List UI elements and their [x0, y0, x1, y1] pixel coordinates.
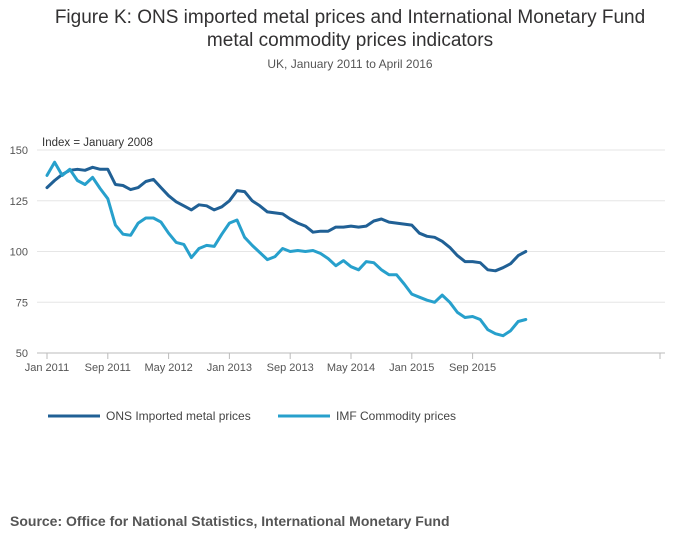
- chart-title-line-1: Figure K: ONS imported metal prices and …: [54, 7, 646, 28]
- series-line-imf-commodity-prices: [45, 160, 528, 338]
- legend-label: ONS Imported metal prices: [106, 409, 251, 423]
- grid-lines: [37, 149, 665, 303]
- y-tick-label: 75: [16, 297, 28, 309]
- y-tick-label: 150: [10, 145, 28, 157]
- chart-title-line-2: metal commodity prices indicators: [206, 30, 494, 51]
- series-line-ons-imported-metal-prices: [45, 165, 528, 273]
- x-tick-label: Jan 2013: [207, 362, 252, 374]
- chart-title: Figure K: ONS imported metal prices and …: [0, 6, 700, 52]
- x-tick-label: May 2012: [144, 362, 192, 374]
- x-tick-label: Jan 2015: [389, 362, 434, 374]
- x-tick-label: May 2014: [327, 362, 375, 374]
- y-tick-label: 50: [16, 348, 28, 360]
- x-tick-label: Sep 2011: [85, 362, 131, 374]
- x-tick-label: Sep 2015: [449, 362, 496, 374]
- y-tick-label: 100: [10, 247, 28, 259]
- legend-label: IMF Commodity prices: [336, 409, 456, 423]
- y-tick-label: 125: [10, 196, 28, 208]
- chart-subtitle: UK, January 2011 to April 2016: [267, 57, 433, 71]
- series-lines: [45, 160, 528, 338]
- source-note: Source: Office for National Statistics, …: [10, 513, 450, 529]
- x-tick-label: Sep 2013: [267, 362, 314, 374]
- y-axis-label: Index = January 2008: [42, 137, 153, 149]
- x-axis: Jan 2011 Sep 2011 May 2012 Jan 2013 Sep 2013…: [25, 352, 665, 374]
- x-tick-label: Jan 2011: [25, 362, 69, 374]
- legend: ONS Imported metal prices IMF Commodity p…: [48, 409, 456, 423]
- y-axis: 50 75 100 125 150: [10, 145, 28, 360]
